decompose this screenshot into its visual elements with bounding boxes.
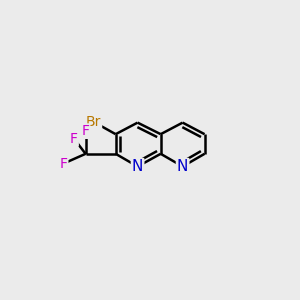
Text: N: N bbox=[177, 159, 188, 174]
Text: Br: Br bbox=[86, 115, 101, 129]
Text: N: N bbox=[132, 159, 143, 174]
Text: F: F bbox=[60, 157, 68, 170]
Text: F: F bbox=[82, 124, 90, 138]
Text: F: F bbox=[70, 132, 78, 146]
